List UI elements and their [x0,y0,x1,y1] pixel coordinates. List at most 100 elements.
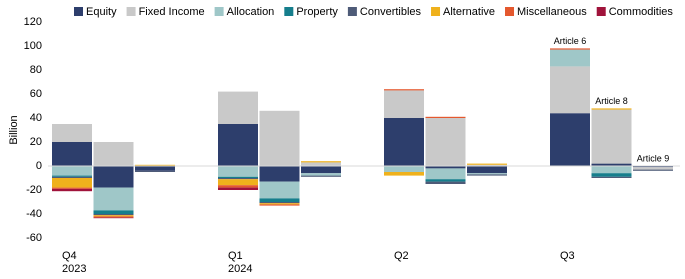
legend-swatch [74,7,83,16]
y-axis-label: Billion [8,115,20,144]
legend-swatch [596,7,606,16]
bar-segment [425,179,466,182]
bar-segment [384,172,424,176]
bar-segment [301,175,341,177]
bar-segment [218,187,258,190]
x-tick-label: Q1 2024 [228,250,253,275]
y-tick-label: -20 [26,184,42,196]
bar-segment [259,203,300,205]
bar-segment [135,166,175,171]
bar-segment [591,108,632,110]
bar-segment [550,48,590,50]
bar-segment [384,90,424,118]
bar-segment [425,118,466,166]
bar-segment [301,173,341,176]
bar-segment [52,187,92,189]
bar-segment [384,89,424,91]
y-tick-label: 100 [24,40,42,52]
bar-segment [384,118,424,166]
bar-segment [93,216,134,218]
legend-swatch [347,7,357,16]
bar-segment [52,175,92,177]
bar-segment [259,204,300,206]
bar-segment [93,166,134,188]
x-tick-label: Q2 [394,250,409,262]
bar-segment [93,142,134,166]
legend-swatch [214,7,224,16]
bar-segment [550,113,590,166]
y-tick-label: -60 [26,232,42,244]
bar-segment [467,166,507,174]
annotation: Article 9 [637,153,670,163]
bar-segment [467,174,507,176]
bar-segment [633,169,673,171]
bar-segment [52,166,92,176]
bar-segment [218,176,258,178]
bar-segment [591,176,632,178]
legend-swatch [431,7,441,16]
bar-segment [259,110,300,166]
bar-segment [52,124,92,142]
legend-swatch [505,7,515,16]
bar-segment [384,166,424,172]
bar-segment [259,198,300,202]
y-tick-label: 120 [24,16,42,28]
legend-swatch [126,7,136,16]
legend-label: Property [296,6,338,18]
bar-segment [52,142,92,166]
annotation: Article 6 [554,36,587,46]
bar-segment [93,214,134,216]
bar-segment [135,164,175,166]
bar-segment [218,124,258,166]
bar-segment [93,187,134,211]
x-tick-label: Q4 2023 [62,250,87,275]
legend-label: Fixed Income [139,6,205,18]
y-tick-label: -40 [26,208,42,220]
bar-segment [218,179,258,186]
legend-label: Equity [86,6,117,18]
bar-segment [425,181,466,184]
bar-segment [633,167,673,170]
bar-segment [52,176,92,178]
legend-label: Commodities [609,6,674,18]
legend-label: Convertibles [360,6,422,18]
bar-segment [93,215,134,217]
x-tick-label: Q3 [560,250,575,262]
bar-segment [218,91,258,124]
bar-segment [218,185,258,188]
bar-segment [218,166,258,177]
y-tick-label: 60 [30,88,42,100]
y-tick-label: 40 [30,112,42,124]
y-tick-label: 20 [30,136,42,148]
bar-segment [425,116,466,118]
y-tick-label: 80 [30,64,42,76]
bar-segment [259,202,300,204]
bar-segment [467,173,507,175]
bar-segment [259,181,300,199]
bar-segment [52,188,92,192]
bar-segment [425,166,466,169]
bar-segment [633,166,673,168]
bar-segment [467,164,507,166]
bar-segment [52,178,92,188]
annotation: Article 8 [595,96,628,106]
bar-segment [591,109,632,164]
bar-segment [301,162,341,166]
bar-segment [93,217,134,219]
bar-segment [591,163,632,166]
bar-segment [467,163,507,165]
bar-segment [218,178,258,180]
bar-segment [591,166,632,174]
bar-segment [135,170,175,172]
y-tick-label: 0 [36,160,42,172]
bar-segment [550,66,590,114]
bar-segment [591,173,632,177]
bar-segment [301,166,341,174]
legend-label: Alternative [443,6,495,18]
bar-segment [259,166,300,182]
bar-segment [93,210,134,214]
bar-segment [550,49,590,67]
legend-swatch [284,7,294,16]
